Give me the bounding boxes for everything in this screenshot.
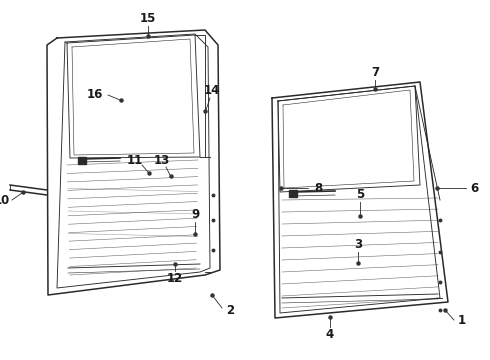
Text: 10: 10 [0,194,10,207]
Text: 12: 12 [167,271,183,284]
Text: 8: 8 [314,181,322,194]
Bar [289,190,297,197]
Text: 1: 1 [458,314,466,327]
Text: 13: 13 [154,153,170,166]
Text: 15: 15 [140,12,156,24]
Text: 5: 5 [356,189,364,202]
Text: 3: 3 [354,238,362,252]
Text: 9: 9 [191,208,199,221]
Text: 2: 2 [226,303,234,316]
Text: 4: 4 [326,328,334,342]
Text: 14: 14 [204,84,220,96]
Text: 7: 7 [371,66,379,78]
Text: 6: 6 [470,181,478,194]
Text: 16: 16 [87,89,103,102]
Text: 11: 11 [127,153,143,166]
Bar [78,157,86,164]
